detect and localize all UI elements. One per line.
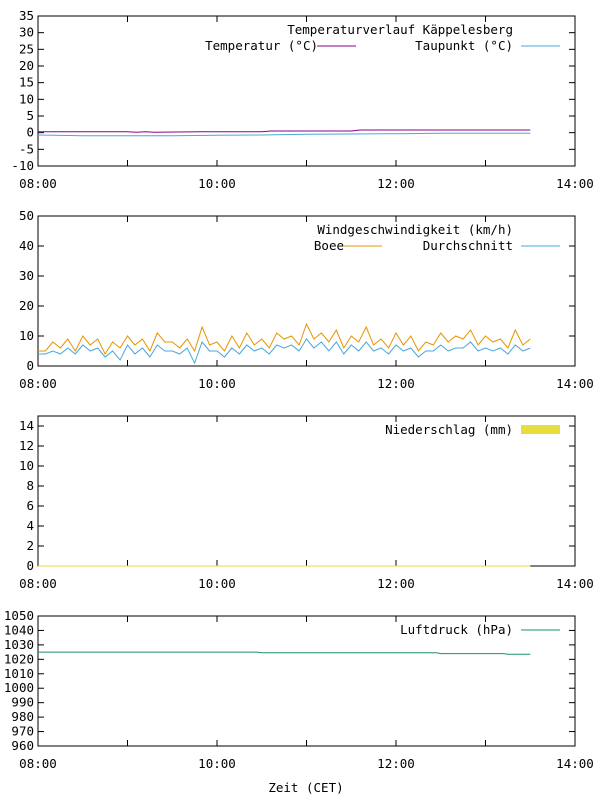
x-tick-label: 14:00 <box>556 376 594 391</box>
chart-panel-3: 0 2 4 6 8 10 12 14 08:00 10:00 12:00 14:00 Niedersch… <box>19 415 594 591</box>
legend-label: Niederschlag (mm) <box>385 422 513 437</box>
y-tick-label: 14 <box>19 418 34 433</box>
y-tick-label: 20 <box>19 298 34 313</box>
x-tick-label: 14:00 <box>556 756 594 771</box>
y-tick-label: 25 <box>19 41 34 56</box>
legend-label: Luftdruck (hPa) <box>400 622 513 637</box>
y-tick-label: -10 <box>11 158 34 173</box>
x-tick-label: 10:00 <box>198 176 236 191</box>
y-tick-label: 12 <box>19 438 34 453</box>
y-tick-label: 5 <box>26 108 34 123</box>
y-tick-label: 15 <box>19 75 34 90</box>
series-line <box>38 338 531 365</box>
y-tick-label: 10 <box>19 458 34 473</box>
y-tick-label: 1010 <box>4 666 34 681</box>
y-tick-label: 35 <box>19 8 34 23</box>
y-tick-label: 1030 <box>4 637 34 652</box>
y-tick-label: 1050 <box>4 608 34 623</box>
y-tick-label: 0 <box>26 358 34 373</box>
x-tick-label: 08:00 <box>19 756 57 771</box>
x-tick-label: 12:00 <box>377 576 415 591</box>
y-tick-label: 8 <box>26 478 34 493</box>
legend-label: Taupunkt (°C) <box>415 38 513 53</box>
y-tick-label: 1020 <box>4 651 34 666</box>
y-tick-label: 30 <box>19 268 34 283</box>
y-tick-label: 960 <box>11 738 34 753</box>
legend-label: Durchschnitt <box>423 238 513 253</box>
y-tick-label: 4 <box>26 518 34 533</box>
y-tick-label: 20 <box>19 58 34 73</box>
y-tick-label: 0 <box>26 125 34 140</box>
y-tick-label: 1040 <box>4 622 34 637</box>
y-tick-label: 6 <box>26 498 34 513</box>
y-tick-label: 1000 <box>4 680 34 695</box>
y-tick-label: 30 <box>19 25 34 40</box>
y-tick-label: 0 <box>26 558 34 573</box>
y-tick-label: 10 <box>19 328 34 343</box>
y-tick-label: 2 <box>26 538 34 553</box>
x-tick-label: 10:00 <box>198 576 236 591</box>
series-line <box>38 322 531 356</box>
series-line <box>38 651 531 655</box>
x-tick-label: 08:00 <box>19 376 57 391</box>
x-tick-label: 08:00 <box>19 176 57 191</box>
y-tick-label: 50 <box>19 208 34 223</box>
x-tick-label: 14:00 <box>556 576 594 591</box>
legend-label: Temperatur (°C) <box>205 38 318 53</box>
x-tick-label: 12:00 <box>377 376 415 391</box>
x-axis-title: Zeit (CET) <box>268 780 343 795</box>
y-tick-label: 40 <box>19 238 34 253</box>
y-tick-label: 10 <box>19 91 34 106</box>
series-line <box>37 132 531 137</box>
legend-swatch <box>521 425 560 434</box>
x-tick-label: 10:00 <box>198 756 236 771</box>
series-line <box>38 129 531 133</box>
x-tick-label: 10:00 <box>198 376 236 391</box>
x-tick-label: 08:00 <box>19 576 57 591</box>
x-tick-label: 12:00 <box>377 176 415 191</box>
x-tick-label: 12:00 <box>377 756 415 771</box>
chart-title: Windgeschwindigkeit (km/h) <box>317 222 513 237</box>
plot-area <box>37 415 576 567</box>
legend-label: Boee <box>314 238 344 253</box>
y-tick-label: 980 <box>11 709 34 724</box>
y-tick-label: 990 <box>11 695 34 710</box>
x-tick-label: 14:00 <box>556 176 594 191</box>
chart-panel-2: 0 10 20 30 40 50 08:00 10:00 12:00 14:00 Windgesch… <box>19 208 594 391</box>
y-tick-label: 970 <box>11 724 34 739</box>
y-tick-label: -5 <box>19 141 34 156</box>
chart-title: Temperaturverlauf Käppelesberg <box>287 22 513 37</box>
